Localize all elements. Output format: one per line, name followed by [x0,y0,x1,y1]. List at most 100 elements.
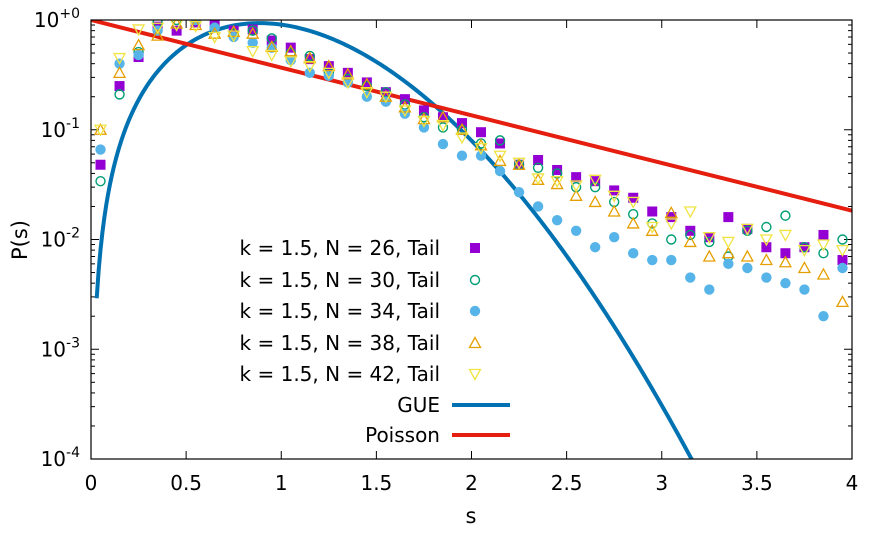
series-1-point [495,138,506,149]
legend-marker [468,336,482,349]
plot-border [90,19,853,460]
x-tick-label: 3 [655,471,668,495]
series-1-point [571,172,582,183]
series-4-point [683,235,697,248]
y-tick-base: 10 [34,8,59,32]
y-tick-label: 10-3 [41,335,80,361]
axis-ticks [90,19,853,460]
series-5-point [131,24,146,37]
series-5-point [398,105,412,118]
series-4-point [112,65,127,78]
series-3-point [780,277,791,289]
series-4-point [664,205,678,218]
series-3-point [723,258,734,270]
series-1-point [361,77,372,88]
series-5-point [816,239,831,252]
series-2-point [532,162,544,174]
series-5-point [322,67,336,80]
series-3-point [456,150,468,161]
series-5-point [303,60,317,73]
x-tick-label: 2 [465,471,478,495]
series-5-point [702,232,716,245]
series-3-point [628,248,639,259]
series-4-point [550,177,564,190]
series-4-point [759,253,773,266]
series-4-point [150,28,165,41]
legend-marker [469,305,481,317]
series-1-point [399,94,410,105]
series-5-point [493,150,507,163]
series-3-point [247,37,258,48]
gue-curve [94,21,694,459]
plot-area [91,20,852,459]
series-2-point [685,229,696,241]
series-1-point [418,105,429,116]
series-4-point [740,249,754,262]
legend-label: k = 1.5, N = 30, Tail [240,268,440,292]
x-tick-label: 1.5 [360,471,392,495]
series-4-point [778,255,793,268]
series-2-point [589,181,601,193]
series-2-point [780,210,791,221]
series-3-point [685,272,696,283]
series-3-point [647,254,658,266]
series-1-point [609,185,620,196]
y-tick-exponent: -2 [66,226,80,242]
series-5-point [835,244,850,257]
series-4-point [398,100,412,113]
series-4-point [360,77,374,90]
series-5-point [778,229,793,242]
series-5-point [208,31,222,44]
y-tick-labels: 10+010-110-210-310-4 [34,6,80,471]
legend-label: GUE [397,393,440,417]
x-tick-label: 0 [85,471,98,495]
x-tick-labels: 0 0.5 1 1.5 2 2.5 3 3.5 4 [85,471,859,495]
series-5-point [550,176,564,189]
series-5-point [150,22,165,35]
series-3-point [228,31,239,43]
series-4-point [208,26,222,39]
series-1-point [533,155,544,166]
series-4-point [436,110,450,123]
series-5-point [626,196,640,209]
series-3-point [494,165,506,177]
series-3-point [761,272,772,283]
series-2-point [666,234,677,245]
series-3-point [742,262,753,274]
series-3-point [532,201,544,212]
legend-label: k = 1.5, N = 42, Tail [240,362,440,386]
series-4-point [455,122,469,135]
series-1-point [342,67,353,78]
series-3-point [570,225,582,237]
y-tick-base: 10 [41,228,66,252]
y-tick-exponent: +0 [59,6,80,22]
series-1-point [723,212,734,223]
legend-marker [470,243,480,253]
series-4-point [303,51,317,64]
series-3-point [818,311,829,322]
series-4-point [131,38,146,51]
series-2-point [171,20,182,26]
series-5-point [112,52,127,65]
series-4-point [341,67,355,80]
x-tick-label: 2.5 [551,471,583,495]
series-1-point [514,159,525,170]
series-4-point [265,39,279,52]
y-tick-base: 10 [41,447,66,471]
series-3-point [133,49,144,61]
series-5-point [284,56,298,69]
y-tick-label: 10+0 [34,6,80,32]
series-3-point [174,20,180,21]
series-1-point [761,242,772,253]
legend-marker [468,368,482,381]
series-1-point [780,248,791,259]
series-4-point [588,195,602,208]
series-3-point [799,284,810,295]
series-5-point [740,223,754,236]
series-5-point [664,218,678,231]
series-1-point [742,223,753,234]
y-tick-label: 10-2 [41,226,80,252]
series-4-point [246,26,260,39]
series-5-point [227,30,241,43]
series-5-point [721,236,735,249]
